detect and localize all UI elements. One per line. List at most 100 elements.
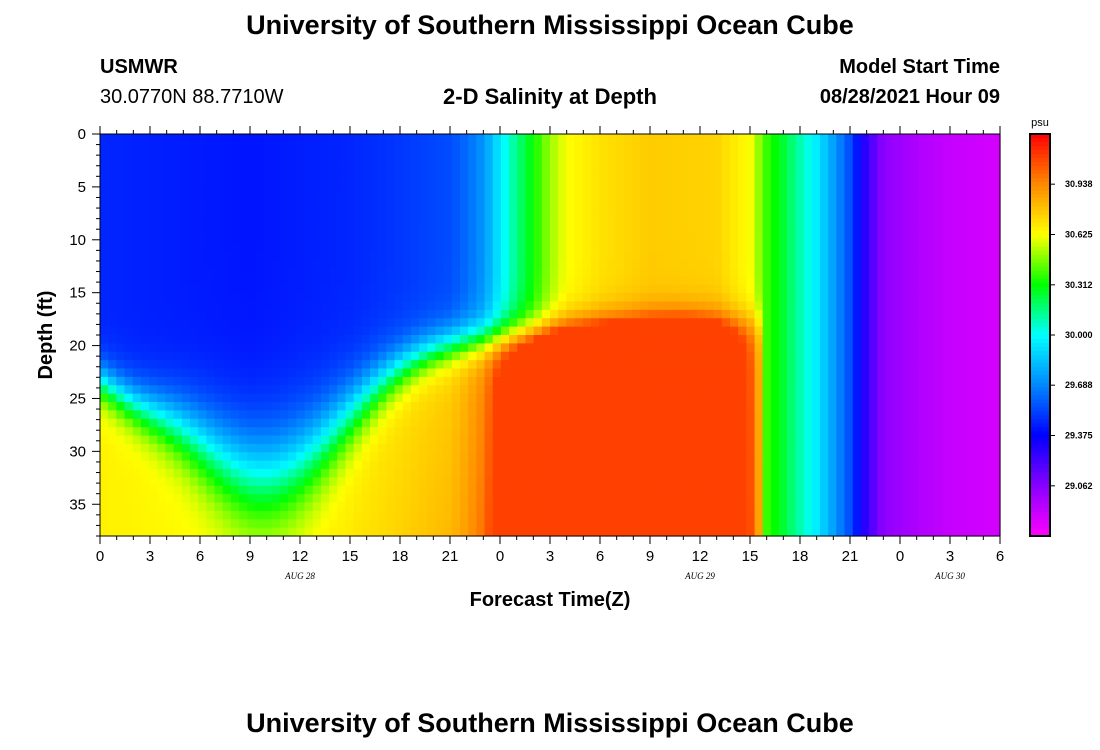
heatmap-cell — [901, 502, 911, 512]
heatmap-cell — [271, 217, 281, 227]
heatmap-cell — [378, 368, 387, 378]
heatmap-cell — [934, 150, 944, 160]
heatmap-cell — [648, 527, 657, 537]
heatmap-cell — [198, 402, 207, 411]
heatmap-cell — [615, 234, 625, 244]
heatmap-cell — [116, 351, 126, 361]
heatmap-cell — [918, 259, 927, 269]
heatmap-cell — [173, 184, 183, 194]
heatmap-cell — [386, 167, 396, 177]
heatmap-cell — [525, 217, 535, 227]
heatmap-cell — [410, 477, 420, 487]
heatmap-cell — [517, 167, 527, 177]
heatmap-cell — [312, 351, 322, 361]
heatmap-cell — [435, 351, 445, 361]
heatmap-cell — [304, 360, 314, 370]
heatmap-cell — [942, 242, 952, 252]
heatmap-cell — [640, 485, 649, 495]
heatmap-cell — [680, 427, 690, 437]
heatmap-cell — [492, 527, 502, 537]
heatmap-cell — [852, 201, 862, 210]
heatmap-cell — [844, 410, 854, 420]
heatmap-cell — [672, 318, 682, 328]
heatmap-cell — [599, 184, 608, 194]
heatmap-cell — [443, 410, 453, 420]
heatmap-cell — [656, 510, 666, 520]
heatmap-cell — [173, 335, 183, 344]
heatmap-cell — [795, 209, 805, 219]
heatmap-cell — [337, 150, 347, 160]
heatmap-cell — [860, 192, 870, 202]
heatmap-cell — [640, 469, 649, 478]
heatmap-cell — [713, 469, 723, 478]
heatmap-cell — [918, 234, 927, 244]
heatmap-cell — [410, 150, 420, 160]
heatmap-cell — [443, 309, 453, 319]
heatmap-cell — [378, 385, 387, 395]
heatmap-cell — [680, 184, 690, 194]
heatmap-cell — [525, 427, 535, 437]
heatmap-cell — [869, 201, 878, 210]
heatmap-cell — [615, 360, 625, 370]
heatmap-cell — [402, 293, 412, 303]
heatmap-cell — [476, 435, 486, 445]
heatmap-cell — [500, 368, 510, 378]
heatmap-cell — [721, 150, 731, 160]
heatmap-cell — [942, 234, 952, 244]
heatmap-cell — [353, 234, 363, 244]
heatmap-cell — [852, 485, 862, 495]
heatmap-cell — [427, 209, 437, 219]
heatmap-cell — [435, 217, 445, 227]
heatmap-cell — [844, 326, 854, 336]
heatmap-cell — [697, 301, 707, 311]
heatmap-cell — [378, 502, 387, 512]
heatmap-cell — [124, 326, 134, 336]
heatmap-cell — [370, 318, 379, 328]
heatmap-cell — [394, 276, 404, 286]
heatmap-cell — [852, 435, 862, 445]
heatmap-cell — [574, 510, 584, 520]
heatmap-cell — [296, 234, 306, 244]
heatmap-cell — [877, 335, 887, 344]
heatmap-cell — [198, 443, 207, 453]
heatmap-cell — [476, 385, 486, 395]
heatmap-cell — [140, 443, 150, 453]
heatmap-cell — [410, 318, 420, 328]
heatmap-cell — [476, 142, 486, 152]
heatmap-cell — [901, 402, 911, 411]
heatmap-cell — [271, 326, 281, 336]
heatmap-cell — [795, 201, 805, 210]
heatmap-cell — [926, 368, 936, 378]
heatmap-cell — [574, 427, 584, 437]
heatmap-cell — [222, 209, 232, 219]
heatmap-cell — [132, 150, 142, 160]
heatmap-cell — [353, 418, 363, 428]
heatmap-cell — [828, 494, 837, 504]
heatmap-cell — [132, 427, 142, 437]
heatmap-cell — [222, 452, 232, 462]
heatmap-cell — [157, 427, 167, 437]
heatmap-cell — [509, 175, 518, 185]
heatmap-cell — [492, 335, 502, 344]
heatmap-cell — [820, 167, 829, 177]
heatmap-cell — [190, 485, 199, 495]
heatmap-cell — [607, 402, 617, 411]
heatmap-cell — [165, 184, 175, 194]
heatmap-cell — [623, 184, 633, 194]
heatmap-cell — [517, 502, 527, 512]
heatmap-cell — [918, 293, 927, 303]
heatmap-cell — [443, 494, 453, 504]
heatmap-cell — [378, 242, 387, 252]
heatmap-cell — [852, 242, 862, 252]
heatmap-cell — [239, 201, 248, 210]
heatmap-cell — [574, 376, 584, 386]
heatmap-cell — [460, 209, 469, 219]
heatmap-cell — [820, 368, 829, 378]
heatmap-cell — [140, 368, 150, 378]
heatmap-cell — [631, 485, 641, 495]
heatmap-cell — [476, 469, 486, 478]
heatmap-cell — [697, 234, 707, 244]
heatmap-cell — [566, 477, 576, 487]
heatmap-cell — [689, 226, 698, 236]
heatmap-cell — [746, 510, 756, 520]
